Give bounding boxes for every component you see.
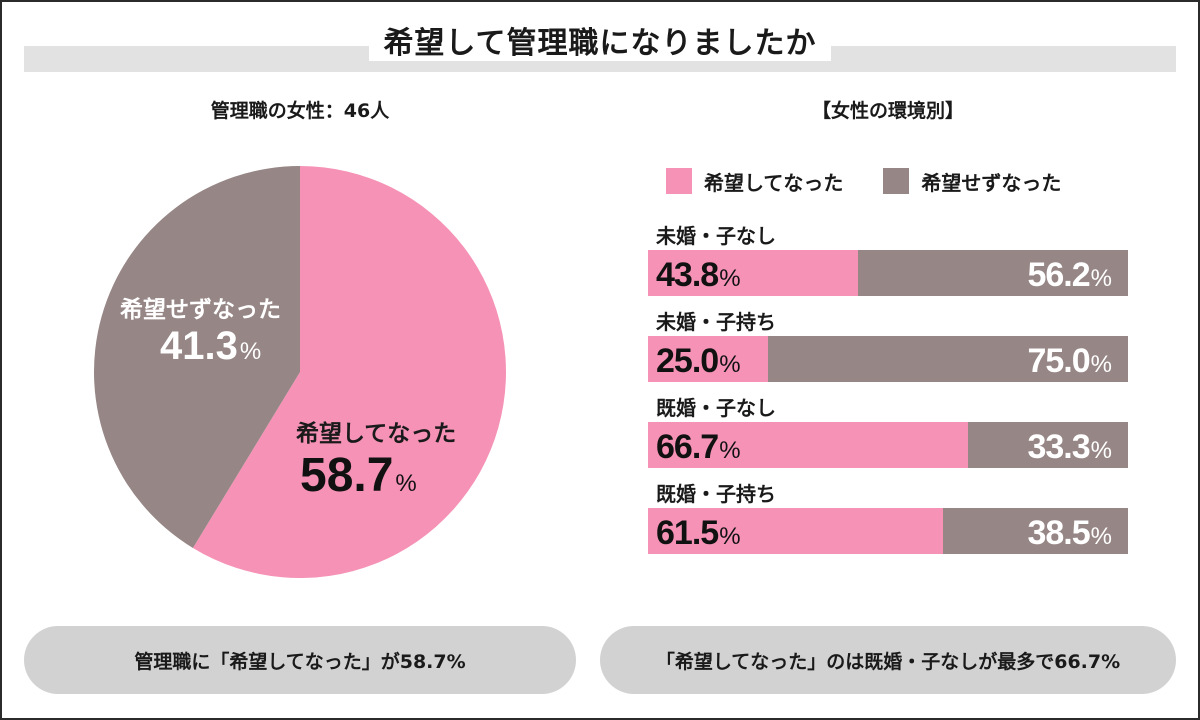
bar-segment-not-hoped: 56.2% <box>858 250 1128 296</box>
bar-segment-hoped: 61.5% <box>648 508 944 554</box>
bar-value-label: 56.2% <box>1027 256 1112 294</box>
legend: 希望してなった 希望せずなった <box>666 166 1101 196</box>
main-title: 希望して管理職になりましたか <box>0 18 1200 62</box>
bar-value-label: 43.8% <box>656 256 741 294</box>
legend-label-hoped: 希望してなった <box>704 170 844 195</box>
bar-segment-hoped: 43.8% <box>648 250 859 296</box>
bar-segment-not-hoped: 38.5% <box>943 508 1128 554</box>
summary-left: 管理職に「希望してなった」が58.7% <box>24 626 576 694</box>
legend-item-not-hoped: 希望せずなった <box>883 167 1061 196</box>
bar-segment-not-hoped: 33.3% <box>968 422 1128 468</box>
bar-category-label: 未婚・子持ち <box>656 310 776 334</box>
pie-label-not-hoped: 希望せずなった 41.3% <box>120 290 281 369</box>
bar-value-label: 25.0% <box>656 342 741 380</box>
bar-value-label: 38.5% <box>1027 514 1112 552</box>
bar-category-label: 未婚・子なし <box>656 224 776 248</box>
legend-swatch-gray <box>883 168 910 194</box>
bar-value-label: 66.7% <box>656 428 741 466</box>
bar-segment-hoped: 25.0% <box>648 336 768 382</box>
pie-label-hoped-value: 58.7% <box>300 449 417 502</box>
bar-value-label: 33.3% <box>1027 428 1112 466</box>
env-chart-title: 【女性の環境別】 <box>811 100 964 122</box>
summary-right: 「希望してなった」のは既婚・子なしが最多で66.7% <box>600 626 1176 694</box>
bar-group: 未婚・子持ち 25.0% 75.0% <box>648 308 1128 382</box>
pie-label-not-hoped-value: 41.3% <box>160 324 262 368</box>
bar-group: 既婚・子なし 66.7% 33.3% <box>648 394 1128 468</box>
bar-segment-hoped: 66.7% <box>648 422 969 468</box>
pie-label-not-hoped-name: 希望せずなった <box>120 297 281 323</box>
pie-label-hoped-name: 希望してなった <box>296 421 457 447</box>
bar-segment-not-hoped: 75.0% <box>768 336 1128 382</box>
bar-track: 61.5% 38.5% <box>648 508 1128 554</box>
legend-swatch-pink <box>666 168 692 194</box>
bar-track: 25.0% 75.0% <box>648 336 1128 382</box>
pie-label-hoped: 希望してなった 58.7% <box>296 414 456 503</box>
legend-item-hoped: 希望してなった <box>666 167 843 196</box>
bar-track: 43.8% 56.2% <box>648 250 1128 296</box>
bar-track: 66.7% 33.3% <box>648 422 1128 468</box>
bar-group: 既婚・子持ち 61.5% 38.5% <box>648 480 1128 554</box>
bar-category-label: 既婚・子持ち <box>656 482 776 506</box>
pie-subtitle: 管理職の女性：46人 <box>210 100 390 122</box>
pie-slice-not <box>94 166 300 548</box>
legend-label-not-hoped: 希望せずなった <box>921 170 1062 195</box>
pie-slice-hoped <box>192 166 507 578</box>
bar-group: 未婚・子なし 43.8% 56.2% <box>648 222 1128 296</box>
bar-value-label: 75.0% <box>1027 342 1112 380</box>
bar-value-label: 61.5% <box>656 514 741 552</box>
bar-category-label: 既婚・子なし <box>656 396 776 420</box>
